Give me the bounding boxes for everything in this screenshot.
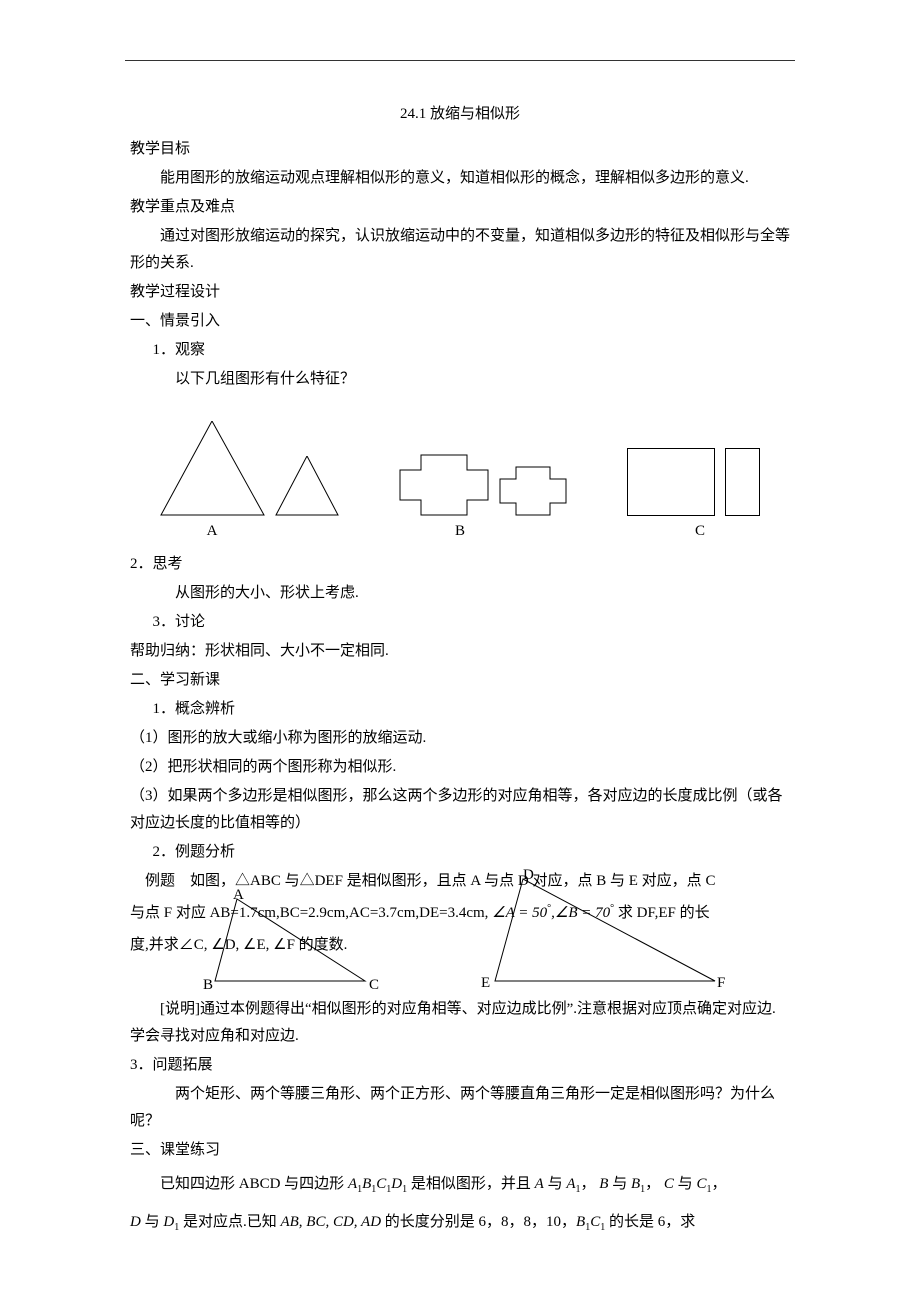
c1: ， xyxy=(581,1176,596,1192)
horizontal-rule xyxy=(125,60,795,61)
vertex-d: D xyxy=(523,869,534,883)
triangle-abc-icon: A B C xyxy=(195,889,385,994)
c2: ， xyxy=(645,1176,660,1192)
triangle-small-icon xyxy=(275,456,339,516)
goal-text: 能用图形的放缩运动观点理解相似形的意义，知道相似形的概念，理解相似多边形的意义. xyxy=(130,165,790,192)
s2-extend-text: 两个矩形、两个等腰三角形、两个正方形、两个等腰直角三角形一定是相似图形吗？为什么… xyxy=(130,1081,790,1135)
section-heading-process: 教学过程设计 xyxy=(130,279,790,306)
figure-group-b xyxy=(399,454,567,516)
s3-d: D xyxy=(130,1214,141,1230)
lesson-title: 24.1 放缩与相似形 xyxy=(130,101,790,128)
example-note: [说明]通过本例题得出“相似图形的对应角相等、对应边成比例”.注意根据对应顶点确… xyxy=(130,996,790,1050)
s3-l2b: 是对应点.已知 xyxy=(179,1214,280,1230)
s3-a: A xyxy=(535,1176,544,1192)
s1-think-text: 从图形的大小、形状上考虑. xyxy=(130,580,790,607)
vertex-c: C xyxy=(369,977,379,993)
triangle-big-icon xyxy=(160,421,265,516)
label-c: C xyxy=(610,518,790,545)
s3-b1c1: B1C1 xyxy=(576,1214,605,1230)
s3-b1: B1 xyxy=(631,1176,645,1192)
label-a: A xyxy=(122,518,302,545)
s2-c-b: （2）把形状相同的两个图形称为相似形. xyxy=(130,754,790,781)
s3-l1a: 已知四边形 ABCD 与四边形 xyxy=(160,1176,348,1192)
s1-think-row: 2．思考 xyxy=(130,551,790,578)
section-heading-focus: 教学重点及难点 xyxy=(130,194,790,221)
rect-big-icon xyxy=(627,448,715,516)
s1-help: 帮助归纳：形状相同、大小不一定相同. xyxy=(130,638,790,665)
s3-w1: 与 xyxy=(544,1176,567,1192)
s3-sides: AB, BC, CD, AD xyxy=(280,1214,381,1230)
s2-extend: 3．问题拓展 xyxy=(130,1052,790,1079)
s1-observe: 1．观察 xyxy=(130,337,790,364)
s3-w4: 与 xyxy=(141,1214,164,1230)
s2-c-c: （3）如果两个多边形是相似图形，那么这两个多边形的对应角相等，各对应边的长度成比… xyxy=(130,783,790,837)
vertex-a: A xyxy=(233,889,244,903)
s3-c1x: C1 xyxy=(696,1176,711,1192)
section1-title: 一、情景引入 xyxy=(130,308,790,335)
s3-l2c: 的长度分别是 6，8，8，10， xyxy=(381,1214,576,1230)
rect-small-icon xyxy=(725,448,760,516)
cross-big-icon xyxy=(399,454,489,516)
cross-small-icon xyxy=(499,466,567,516)
s3-c: C xyxy=(664,1176,674,1192)
vertex-e: E xyxy=(481,975,490,991)
figure-row xyxy=(130,411,790,516)
s3-a1: A1 xyxy=(566,1176,580,1192)
s1-observe-text: 以下几组图形有什么特征？ xyxy=(130,366,790,393)
s2-concepts: 1．概念辨析 xyxy=(130,696,790,723)
figure-group-c xyxy=(627,448,760,516)
abcd1: A1B1C1D1 xyxy=(348,1176,407,1192)
s3-l2d: 的长是 6，求 xyxy=(605,1214,695,1230)
section-heading-goal: 教学目标 xyxy=(130,136,790,163)
s1-discuss: 3．讨论 xyxy=(130,609,790,636)
s2-examples: 2．例题分析 xyxy=(130,839,790,866)
section3-title: 三、课堂练习 xyxy=(130,1137,790,1164)
label-b: B xyxy=(370,518,550,545)
s3-line2: D 与 D1 是对应点.已知 AB, BC, CD, AD 的长度分别是 6，8… xyxy=(130,1204,790,1240)
section2-title: 二、学习新课 xyxy=(130,667,790,694)
s3-line1: 已知四边形 ABCD 与四边形 A1B1C1D1 是相似图形，并且 A 与 A1… xyxy=(130,1166,790,1202)
s3-w2: 与 xyxy=(608,1176,631,1192)
s3-l1b: 是相似图形，并且 xyxy=(407,1176,535,1192)
s3-w3: 与 xyxy=(674,1176,697,1192)
figure-group-a xyxy=(160,421,339,516)
vertex-b: B xyxy=(203,977,213,993)
triangle-def-icon: D E F xyxy=(475,869,725,994)
c3: ， xyxy=(711,1176,726,1192)
s1-think: 2．思考 xyxy=(130,556,183,572)
figure-labels: A B C xyxy=(130,518,790,545)
s2-c-a: （1）图形的放大或缩小称为图形的放缩运动. xyxy=(130,725,790,752)
vertex-f: F xyxy=(717,975,725,991)
focus-text: 通过对图形放缩运动的探究，认识放缩运动中的不变量，知道相似多边形的特征及相似形与… xyxy=(130,223,790,277)
s3-d1: D1 xyxy=(163,1214,179,1230)
